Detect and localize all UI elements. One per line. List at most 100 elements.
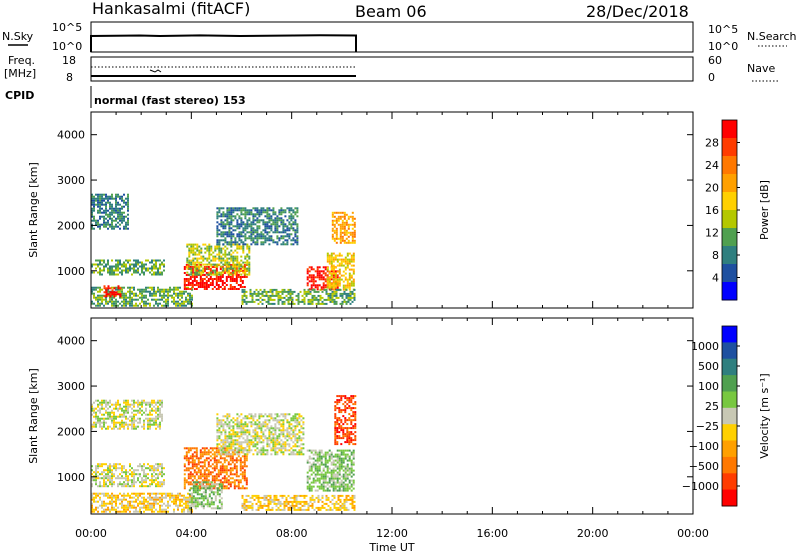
power-cell — [93, 203, 95, 206]
power-cell — [306, 272, 309, 275]
velocity-cell — [125, 508, 127, 511]
power-cell — [99, 261, 101, 264]
velocity-cell — [109, 413, 111, 416]
velocity-cell — [262, 423, 265, 426]
velocity-cell — [157, 417, 159, 420]
power-cell — [279, 298, 282, 301]
velocity-cell — [328, 489, 331, 492]
power-cell — [349, 241, 352, 244]
velocity-cell — [117, 407, 119, 410]
velocity-cell — [117, 475, 119, 478]
velocity-cell — [219, 479, 222, 482]
velocity-cell — [91, 498, 93, 501]
velocity-cell — [137, 496, 139, 499]
velocity-cell — [200, 505, 203, 508]
power-cell — [159, 267, 161, 270]
power-cell — [235, 282, 238, 284]
power-cell — [329, 296, 332, 299]
velocity-cell — [202, 487, 205, 490]
power-cell — [191, 266, 194, 268]
power-cell — [230, 215, 233, 218]
velocity-cell — [213, 475, 216, 478]
power-cell — [262, 223, 265, 226]
power-cell — [155, 273, 157, 276]
velocity-cell — [268, 433, 271, 436]
velocity-cell — [187, 510, 189, 513]
velocity-cell — [101, 492, 103, 495]
power-cell — [236, 245, 239, 248]
velocity-cell — [131, 425, 133, 428]
velocity-cell — [306, 475, 309, 478]
power-cell — [310, 276, 313, 279]
velocity-cell — [147, 492, 149, 495]
velocity-cell — [190, 497, 193, 500]
velocity-cell — [194, 485, 197, 488]
power-cell — [251, 298, 254, 301]
velocity-cell — [139, 403, 141, 406]
power-cell — [165, 288, 167, 291]
velocity-cell — [246, 429, 249, 432]
power-cell — [351, 292, 354, 295]
velocity-cell — [199, 449, 202, 452]
power-cell — [319, 288, 322, 291]
power-cell — [269, 296, 272, 299]
velocity-cell — [256, 423, 259, 426]
velocity-cell — [125, 498, 127, 501]
velocity-cell — [212, 491, 215, 494]
velocity-cell — [97, 419, 99, 422]
velocity-cell — [216, 445, 219, 448]
velocity-cell — [240, 447, 243, 450]
power-cell — [121, 271, 123, 274]
velocity-cell — [151, 479, 153, 482]
velocity-cell — [193, 455, 196, 458]
power-cell — [349, 294, 352, 297]
power-cell — [256, 207, 259, 210]
velocity-cell — [161, 485, 163, 488]
power-cell — [103, 285, 106, 288]
velocity-cell — [266, 427, 269, 430]
velocity-cell — [231, 477, 234, 480]
power-cell — [211, 280, 214, 282]
velocity-cell — [143, 427, 145, 430]
power-cell — [339, 225, 342, 228]
velocity-cell — [242, 425, 245, 428]
power-cell — [301, 298, 304, 301]
power-cell — [149, 261, 151, 264]
power-cell — [342, 264, 345, 267]
velocity-cell — [318, 477, 321, 480]
power-cell — [202, 271, 205, 274]
velocity-cell — [334, 481, 337, 484]
power-cell — [335, 231, 338, 234]
power-cell — [305, 290, 308, 293]
power-cell — [292, 209, 295, 212]
power-cell — [288, 227, 291, 230]
velocity-cell — [282, 421, 285, 424]
velocity-cell — [320, 455, 323, 458]
power-cell — [109, 293, 112, 296]
power-cell — [351, 235, 354, 238]
velocity-cell — [286, 429, 289, 432]
velocity-cell — [238, 437, 241, 440]
velocity-cell — [139, 494, 141, 497]
power-cell — [316, 288, 319, 291]
power-cell — [294, 223, 297, 226]
velocity-cell — [308, 485, 311, 488]
velocity-cell — [131, 479, 133, 482]
power-cell — [99, 302, 101, 305]
velocity-cell — [312, 465, 315, 468]
power-cell — [226, 231, 229, 234]
power-cell — [276, 225, 279, 228]
velocity-cell — [208, 487, 211, 490]
velocity-cell — [133, 479, 135, 482]
velocity-cell — [159, 481, 161, 484]
velocity-cell — [196, 499, 199, 502]
velocity-cell — [173, 502, 175, 505]
power-cell — [316, 286, 319, 289]
velocity-cell — [200, 495, 203, 498]
power-cell — [175, 302, 177, 305]
power-cell — [230, 253, 233, 256]
power-cell — [228, 221, 231, 224]
power-cell — [244, 233, 247, 236]
power-cell — [333, 215, 336, 218]
velocity-cell — [113, 496, 115, 499]
